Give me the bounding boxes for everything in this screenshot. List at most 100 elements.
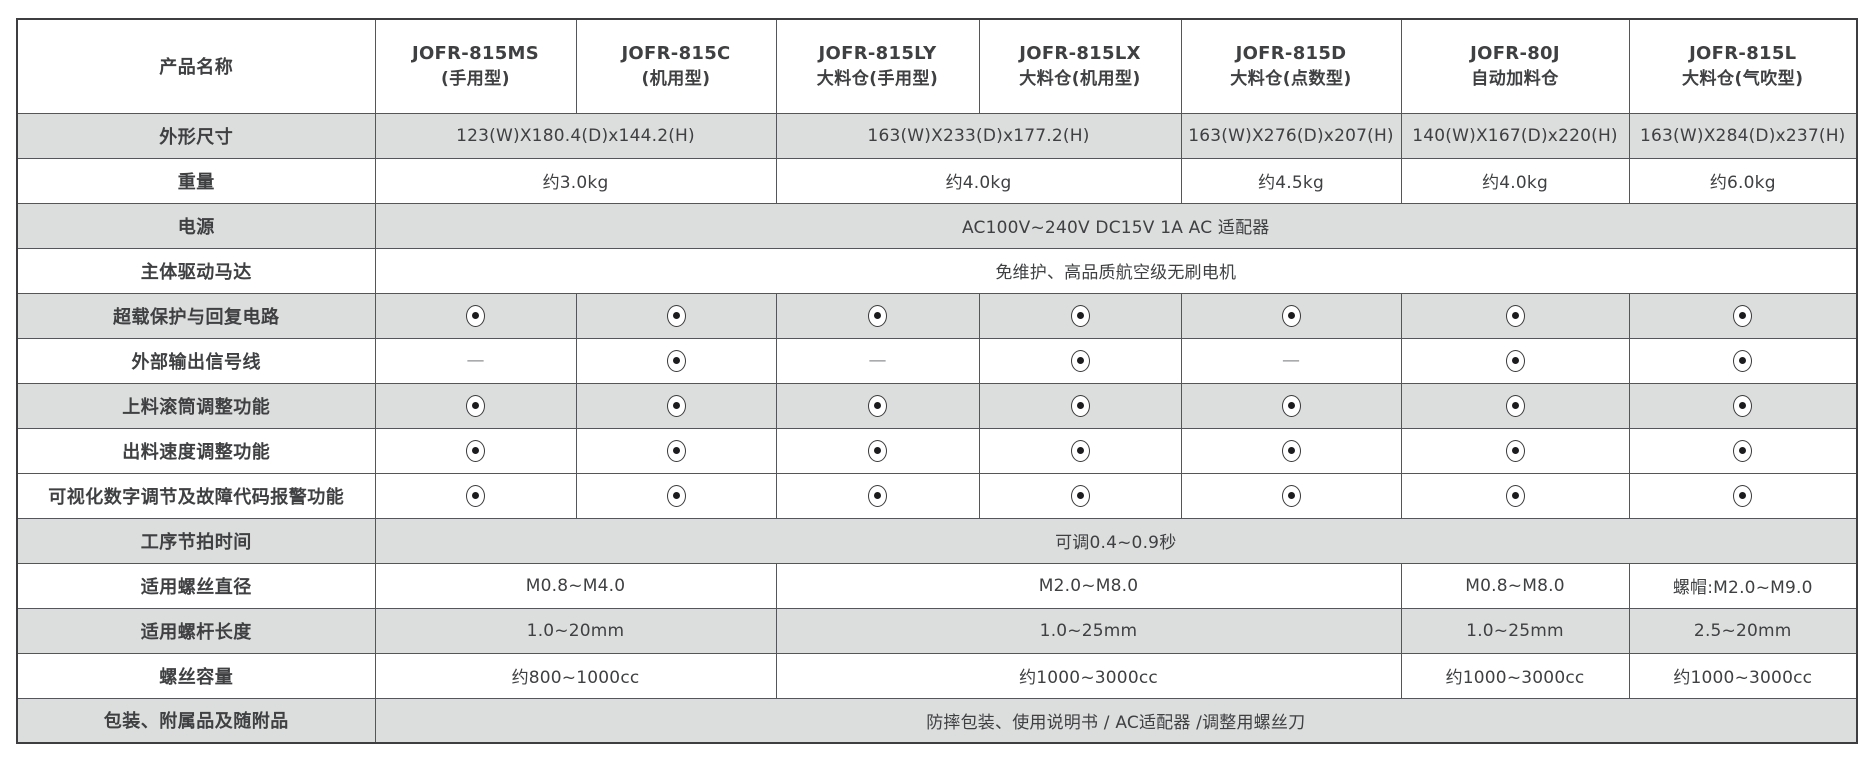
row-label: 出料速度调整功能 (16, 427, 376, 474)
product-model: JOFR-815L (1689, 42, 1797, 64)
spec-row-package-accessories: 包装、附属品及随附品 防摔包装、使用说明书 / AC适配器 /调整用螺丝刀 (16, 697, 1858, 744)
row-label: 外部输出信号线 (16, 337, 376, 384)
column-jofr-815lx: JOFR-815LX 大料仓(机用型) (978, 18, 1182, 114)
header-row: 产品名称 JOFR-815MS (手用型) JOFR-815C (机用型) JO… (16, 18, 1858, 114)
diameter-815l: 螺帽:M2.0~M9.0 (1628, 562, 1858, 609)
display-815c (575, 472, 777, 519)
row-label: 重量 (16, 157, 376, 204)
supported-fisheye-icon (1070, 304, 1090, 327)
column-jofr-815ly: JOFR-815LY 大料仓(手用型) (775, 18, 980, 114)
supported-fisheye-icon (466, 394, 485, 417)
row-label: 包装、附属品及随附品 (16, 697, 376, 744)
supported-fisheye-icon (1505, 304, 1525, 327)
overload-815ly (775, 292, 980, 339)
dimensions-815d: 163(W)X276(D)x207(H) (1180, 112, 1402, 159)
product-model: JOFR-815C (621, 42, 731, 64)
length-815ly-815lx-815d: 1.0~25mm (775, 607, 1402, 654)
supported-fisheye-icon (1070, 394, 1090, 417)
column-jofr-815d: JOFR-815D 大料仓(点数型) (1180, 18, 1402, 114)
product-type: 自动加料仓 (1471, 68, 1559, 89)
row-label: 可视化数字调节及故障代码报警功能 (16, 472, 376, 519)
product-type: (手用型) (440, 68, 511, 89)
supported-fisheye-icon (666, 394, 686, 417)
product-type: (机用型) (641, 68, 711, 89)
cycle-time-all-models: 可调0.4~0.9秒 (374, 517, 1858, 564)
dimensions-80j: 140(W)X167(D)x220(H) (1400, 112, 1630, 159)
supported-fisheye-icon (1281, 304, 1301, 327)
weight-815d: 约4.5kg (1180, 157, 1402, 204)
diameter-815ly-815lx-815d: M2.0~M8.0 (775, 562, 1402, 609)
capacity-815l: 约1000~3000cc (1628, 652, 1858, 699)
supported-fisheye-icon (666, 439, 686, 462)
spec-row-cycle-time: 工序节拍时间 可调0.4~0.9秒 (16, 517, 1858, 564)
row-label: 适用螺丝直径 (16, 562, 376, 609)
product-model: JOFR-80J (1470, 42, 1560, 64)
supported-fisheye-icon (1070, 439, 1090, 462)
spec-row-roller-adjust: 上料滚筒调整功能 (16, 382, 1858, 429)
column-jofr-815l: JOFR-815L 大料仓(气吹型) (1628, 18, 1858, 114)
not-available-dash: — (466, 350, 485, 371)
supported-fisheye-icon (1733, 349, 1753, 372)
supported-fisheye-icon (466, 439, 485, 462)
supported-fisheye-icon (666, 304, 686, 327)
supported-fisheye-icon (666, 349, 686, 372)
supported-fisheye-icon (466, 484, 485, 507)
supported-fisheye-icon (1733, 484, 1753, 507)
spec-row-motor: 主体驱动马达 免维护、高品质航空级无刷电机 (16, 247, 1858, 294)
roller-815c (575, 382, 777, 429)
row-label: 上料滚筒调整功能 (16, 382, 376, 429)
signal-815d: — (1180, 337, 1402, 384)
roller-815lx (978, 382, 1182, 429)
spec-row-power: 电源 AC100V~240V DC15V 1A AC 适配器 (16, 202, 1858, 249)
weight-815ms-815c: 约3.0kg (374, 157, 777, 204)
speed-815d (1180, 427, 1402, 474)
speed-815ly (775, 427, 980, 474)
header-product-name-label: 产品名称 (16, 18, 376, 114)
length-815l: 2.5~20mm (1628, 607, 1858, 654)
row-label: 超载保护与回复电路 (16, 292, 376, 339)
overload-815c (575, 292, 777, 339)
spec-row-screw-diameter: 适用螺丝直径 M0.8~M4.0 M2.0~M8.0 M0.8~M8.0 螺帽:… (16, 562, 1858, 609)
signal-815ly: — (775, 337, 980, 384)
spec-row-digital-display-alarm: 可视化数字调节及故障代码报警功能 (16, 472, 1858, 519)
weight-815ly-815lx: 约4.0kg (775, 157, 1182, 204)
supported-fisheye-icon (868, 484, 887, 507)
weight-815l: 约6.0kg (1628, 157, 1858, 204)
product-model: JOFR-815LY (818, 42, 937, 64)
supported-fisheye-icon (666, 484, 686, 507)
motor-all-models: 免维护、高品质航空级无刷电机 (374, 247, 1858, 294)
speed-80j (1400, 427, 1630, 474)
supported-fisheye-icon (1733, 394, 1753, 417)
supported-fisheye-icon (868, 304, 887, 327)
power-all-models: AC100V~240V DC15V 1A AC 适配器 (374, 202, 1858, 249)
product-model: JOFR-815D (1235, 42, 1347, 64)
supported-fisheye-icon (1505, 349, 1525, 372)
weight-80j: 约4.0kg (1400, 157, 1630, 204)
display-80j (1400, 472, 1630, 519)
speed-815l (1628, 427, 1858, 474)
spec-row-output-signal: 外部输出信号线 — — — (16, 337, 1858, 384)
row-label: 外形尺寸 (16, 112, 376, 159)
display-815lx (978, 472, 1182, 519)
not-available-dash: — (868, 350, 887, 371)
spec-row-weight: 重量 约3.0kg 约4.0kg 约4.5kg 约4.0kg 约6.0kg (16, 157, 1858, 204)
display-815ms (374, 472, 577, 519)
diameter-815ms-815c: M0.8~M4.0 (374, 562, 777, 609)
overload-815ms (374, 292, 577, 339)
capacity-815ly-815lx-815d: 约1000~3000cc (775, 652, 1402, 699)
overload-80j (1400, 292, 1630, 339)
capacity-815ms-815c: 约800~1000cc (374, 652, 777, 699)
supported-fisheye-icon (1281, 439, 1301, 462)
signal-815lx (978, 337, 1182, 384)
product-model: JOFR-815LX (1019, 42, 1141, 64)
column-jofr-815c: JOFR-815C (机用型) (575, 18, 777, 114)
supported-fisheye-icon (466, 304, 485, 327)
package-all-models: 防摔包装、使用说明书 / AC适配器 /调整用螺丝刀 (374, 697, 1858, 744)
dimensions-815ms-815c: 123(W)X180.4(D)x144.2(H) (374, 112, 777, 159)
row-label: 主体驱动马达 (16, 247, 376, 294)
product-model: JOFR-815MS (411, 42, 540, 64)
supported-fisheye-icon (1505, 394, 1525, 417)
product-type: 大料仓(点数型) (1230, 68, 1352, 89)
supported-fisheye-icon (1281, 484, 1301, 507)
supported-fisheye-icon (1733, 304, 1753, 327)
